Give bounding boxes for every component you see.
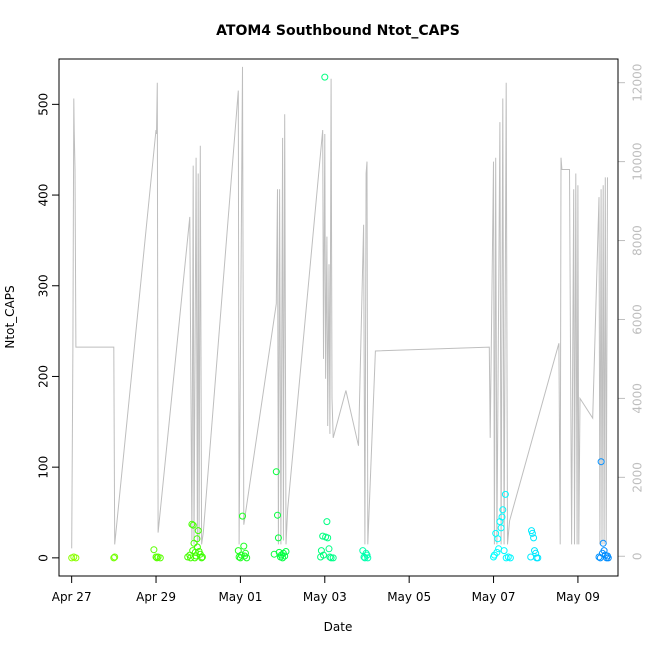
y-tick-label: 500 <box>37 93 51 116</box>
y-tick-label: 300 <box>37 274 51 297</box>
data-point <box>110 554 118 562</box>
data-point <box>497 524 505 532</box>
data-point <box>595 553 603 561</box>
data-point <box>599 539 607 547</box>
data-point <box>237 551 245 559</box>
data-point <box>270 550 278 558</box>
y2-tick-label: 4000 <box>631 383 645 414</box>
data-point <box>326 553 334 561</box>
data-point <box>321 73 329 81</box>
data-point <box>193 535 201 543</box>
data-point <box>597 458 605 466</box>
data-point <box>501 490 509 498</box>
data-point <box>274 534 282 542</box>
data-point <box>189 521 197 529</box>
data-point <box>156 554 164 562</box>
data-point <box>152 553 160 561</box>
data-point <box>363 551 371 559</box>
x-tick-label: Apr 29 <box>136 590 176 604</box>
data-point <box>528 529 536 537</box>
data-point <box>240 542 248 550</box>
y2-tick-label: 0 <box>631 552 645 560</box>
data-point <box>500 547 508 555</box>
data-point <box>111 553 119 561</box>
data-point <box>282 548 290 555</box>
data-point <box>272 468 280 476</box>
data-point <box>499 506 507 514</box>
data-point <box>490 551 498 559</box>
data-point <box>327 554 335 562</box>
data-point <box>281 552 289 560</box>
data-point <box>494 535 502 543</box>
y-tick-label: 100 <box>37 456 51 479</box>
y2-tick-label: 2000 <box>631 462 645 493</box>
data-point <box>329 554 337 562</box>
data-point <box>198 553 206 561</box>
points-layer <box>68 73 612 562</box>
x-axis-label: Date <box>324 620 353 634</box>
data-point <box>317 553 325 561</box>
y-tick-label: 400 <box>37 184 51 207</box>
plot-frame <box>58 58 619 577</box>
x-tick-label: May 05 <box>387 590 431 604</box>
data-point <box>198 554 206 562</box>
data-point <box>364 554 372 562</box>
secondary-series-line <box>71 66 608 549</box>
data-point <box>274 511 281 519</box>
data-point <box>506 554 514 562</box>
x-tick-label: May 07 <box>472 590 516 604</box>
data-point <box>72 554 80 562</box>
data-point <box>528 527 535 535</box>
secondary-series-layer <box>71 66 608 549</box>
data-point <box>150 546 158 554</box>
data-point <box>279 554 287 562</box>
data-point <box>534 554 542 562</box>
data-point <box>194 527 202 535</box>
x-tick-label: May 09 <box>556 590 600 604</box>
data-point <box>324 534 332 542</box>
y2-tick-label: 8000 <box>631 225 645 256</box>
y-tick-label: 0 <box>37 554 51 562</box>
data-point <box>239 512 246 520</box>
data-point <box>193 543 201 551</box>
data-point <box>153 554 161 562</box>
data-point <box>184 553 192 561</box>
data-point <box>604 554 612 562</box>
data-point <box>498 513 506 521</box>
y-axis-label: Ntot_CAPS <box>3 285 17 348</box>
data-point <box>243 554 251 562</box>
data-point <box>323 518 331 526</box>
chart-title: ATOM4 Southbound Ntot_CAPS <box>216 23 460 39</box>
x-tick-label: Apr 27 <box>52 590 92 604</box>
y2-tick-label: 6000 <box>631 304 645 335</box>
x-tick-label: May 01 <box>218 590 262 604</box>
y2-tick-label: 10000 <box>631 143 645 181</box>
data-point <box>527 553 535 561</box>
x-tick-label: May 03 <box>303 590 347 604</box>
y2-tick-label: 12000 <box>631 64 645 102</box>
data-point <box>325 545 333 553</box>
data-point <box>530 534 538 542</box>
data-point <box>242 549 249 557</box>
data-point <box>188 520 196 528</box>
y-tick-label: 200 <box>37 365 51 388</box>
